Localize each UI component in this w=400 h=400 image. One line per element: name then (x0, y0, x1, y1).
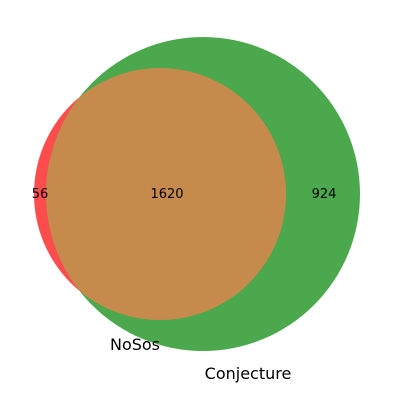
conjecture-label: Conjecture (205, 364, 292, 383)
only-nosos-count: 56 (32, 187, 49, 202)
nosos-label: NoSos (110, 335, 160, 354)
intersection-count: 1620 (150, 187, 183, 202)
only-conjecture-count: 924 (312, 187, 337, 202)
